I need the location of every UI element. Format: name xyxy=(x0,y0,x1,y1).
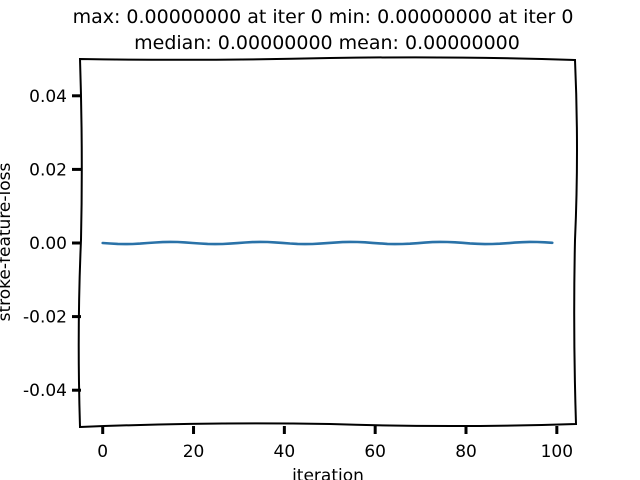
x-tick-label: 100 xyxy=(541,442,573,462)
x-tick-label: 80 xyxy=(455,442,477,462)
y-tick-label: -0.04 xyxy=(23,381,67,401)
y-tick-label: 0.04 xyxy=(29,87,67,107)
series-line xyxy=(101,240,554,246)
y-tick-label: 0.02 xyxy=(29,160,67,180)
y-tick-label: 0.00 xyxy=(29,234,67,254)
chart-title-line-2: median: 0.00000000 mean: 0.00000000 xyxy=(134,32,520,54)
y-tick-label: -0.02 xyxy=(23,308,67,328)
y-axis-ticks: 0.04 0.02 0.00 -0.02 -0.04 xyxy=(23,87,81,401)
chart-title-line-1: max: 0.00000000 at iter 0 min: 0.0000000… xyxy=(73,6,574,28)
x-tick-label: 60 xyxy=(364,442,386,462)
x-tick-label: 0 xyxy=(97,442,108,462)
x-axis-ticks: 0 20 40 60 80 100 xyxy=(97,426,573,462)
x-tick-label: 40 xyxy=(274,442,296,462)
x-tick-label: 20 xyxy=(183,442,205,462)
plot-frame xyxy=(77,56,578,429)
y-axis-label: stroke-feature-loss xyxy=(0,163,15,322)
series-group xyxy=(101,240,554,246)
x-axis-label: iteration xyxy=(292,466,364,480)
